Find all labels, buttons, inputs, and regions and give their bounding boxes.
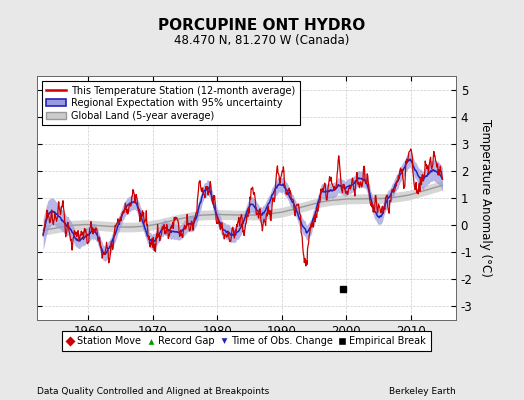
Legend: Station Move, Record Gap, Time of Obs. Change, Empirical Break: Station Move, Record Gap, Time of Obs. C…: [62, 332, 431, 351]
Y-axis label: Temperature Anomaly (°C): Temperature Anomaly (°C): [479, 119, 492, 277]
Text: Data Quality Controlled and Aligned at Breakpoints: Data Quality Controlled and Aligned at B…: [37, 387, 269, 396]
Text: PORCUPINE ONT HYDRO: PORCUPINE ONT HYDRO: [158, 18, 366, 33]
Text: Berkeley Earth: Berkeley Earth: [389, 387, 456, 396]
Text: 48.470 N, 81.270 W (Canada): 48.470 N, 81.270 W (Canada): [174, 34, 350, 47]
Legend: This Temperature Station (12-month average), Regional Expectation with 95% uncer: This Temperature Station (12-month avera…: [41, 81, 300, 126]
